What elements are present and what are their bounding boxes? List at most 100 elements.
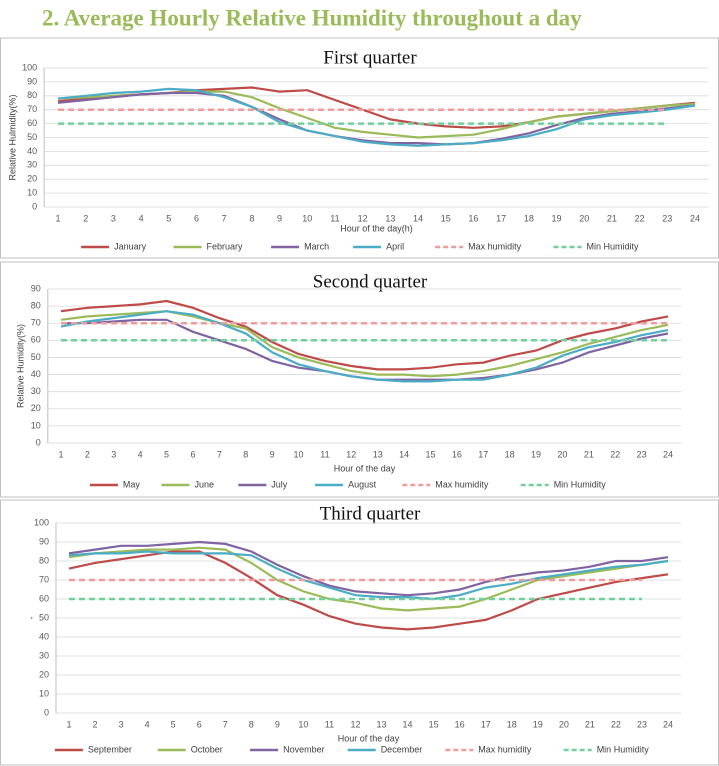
legend-label: February <box>207 241 244 251</box>
x-tick-label: 4 <box>139 213 144 223</box>
x-tick-label: 21 <box>584 449 594 459</box>
x-tick-label: 18 <box>524 213 534 223</box>
legend-label: Min Humidity <box>597 744 650 754</box>
y-tick-label: 50 <box>39 612 49 622</box>
series-line <box>61 318 669 381</box>
x-tick-label: 8 <box>243 449 248 459</box>
x-tick-label: 24 <box>663 719 673 729</box>
series-line <box>60 310 669 378</box>
x-tick-label: 22 <box>635 213 645 223</box>
y-tick-label: 10 <box>39 688 49 698</box>
legend-label: May <box>123 479 141 489</box>
x-tick-label: 12 <box>358 213 368 223</box>
x-tick-label: 20 <box>579 213 589 223</box>
page-title: 2. Average Hourly Relative Humidity thro… <box>42 5 582 30</box>
x-tick-label: 15 <box>429 719 439 729</box>
x-tick-label: 13 <box>373 449 383 459</box>
x-tick-label: 1 <box>58 449 63 459</box>
x-tick-label: 6 <box>190 449 195 459</box>
x-axis-label: Hour of the day <box>334 463 396 473</box>
legend-label: April <box>386 241 404 251</box>
chart-title: Third quarter <box>320 503 421 524</box>
series-line <box>57 91 696 146</box>
x-tick-label: 11 <box>325 719 334 729</box>
x-tick-label: 19 <box>531 449 541 459</box>
legend-label: June <box>195 479 215 489</box>
legend-label: December <box>381 744 423 754</box>
x-tick-label: 14 <box>413 213 423 223</box>
legend-label: January <box>114 241 147 251</box>
legend-label: July <box>271 479 288 489</box>
y-tick-label: 70 <box>27 104 37 114</box>
legend-label: Min Humidity <box>587 241 640 251</box>
x-axis-label: Hour of the day(h) <box>340 223 413 233</box>
x-tick-label: 9 <box>275 719 280 729</box>
y-tick-label: 30 <box>31 386 41 396</box>
x-tick-label: 7 <box>223 719 228 729</box>
x-tick-label: 19 <box>533 719 543 729</box>
x-tick-label: 16 <box>452 449 462 459</box>
y-tick-label: 100 <box>22 62 37 72</box>
x-tick-label: 5 <box>164 449 169 459</box>
series-line <box>68 540 669 597</box>
x-tick-label: 22 <box>610 449 620 459</box>
x-tick-label: 11 <box>330 213 339 223</box>
series-line <box>68 546 669 612</box>
x-tick-label: 15 <box>425 449 435 459</box>
x-tick-label: 17 <box>478 449 488 459</box>
x-tick-label: 23 <box>637 719 647 729</box>
x-tick-label: 2 <box>85 449 90 459</box>
legend-label: September <box>88 744 132 754</box>
y-tick-label: 10 <box>27 187 37 197</box>
x-tick-label: 16 <box>455 719 465 729</box>
x-tick-label: 5 <box>171 719 176 729</box>
x-tick-label: 3 <box>111 213 116 223</box>
y-tick-label: 80 <box>31 300 41 310</box>
legend-label: Max humidity <box>468 241 522 251</box>
x-axis-label: Hour of the day <box>338 733 400 743</box>
legend-label: Max humidity <box>478 744 532 754</box>
legend-label: Max humidity <box>435 479 489 489</box>
y-tick-label: 30 <box>27 160 37 170</box>
y-tick-label: 100 <box>34 517 49 527</box>
x-tick-label: 2 <box>93 719 98 729</box>
x-tick-label: 9 <box>270 449 275 459</box>
x-tick-label: 24 <box>663 449 673 459</box>
y-tick-label: 30 <box>39 650 49 660</box>
y-tick-label: 90 <box>39 536 49 546</box>
y-axis-label: Relative Hulmidity(%) <box>7 94 17 180</box>
y-tick-label: 60 <box>39 593 49 603</box>
x-tick-label: 19 <box>552 213 562 223</box>
x-tick-label: 7 <box>222 213 227 223</box>
x-tick-label: 1 <box>55 213 60 223</box>
x-tick-label: 12 <box>350 719 360 729</box>
series-line <box>68 550 669 601</box>
x-tick-label: 18 <box>505 449 515 459</box>
x-tick-label: 11 <box>320 449 329 459</box>
x-tick-label: 10 <box>302 213 312 223</box>
x-tick-label: 5 <box>166 213 171 223</box>
y-tick-label: 0 <box>32 201 37 211</box>
series-line <box>57 87 696 147</box>
x-tick-label: 20 <box>557 449 567 459</box>
y-tick-label: 20 <box>27 174 37 184</box>
x-tick-label: 4 <box>138 449 143 459</box>
x-tick-label: 6 <box>194 213 199 223</box>
x-tick-label: 3 <box>111 449 116 459</box>
x-tick-label: 8 <box>249 213 254 223</box>
legend-label: Min Humidity <box>554 479 607 489</box>
x-tick-label: 14 <box>403 719 413 729</box>
chart-title: First quarter <box>323 47 417 68</box>
legend-label: November <box>283 744 325 754</box>
chart-title: Second quarter <box>313 271 428 292</box>
x-tick-label: 12 <box>346 449 356 459</box>
x-tick-label: 3 <box>119 719 124 729</box>
legend-label: October <box>191 744 223 754</box>
y-tick-label: 40 <box>39 631 49 641</box>
x-tick-label: 24 <box>690 213 700 223</box>
y-tick-label: 10 <box>31 420 41 430</box>
x-tick-label: 23 <box>662 213 672 223</box>
x-tick-label: 15 <box>441 213 451 223</box>
x-tick-label: 14 <box>399 449 409 459</box>
